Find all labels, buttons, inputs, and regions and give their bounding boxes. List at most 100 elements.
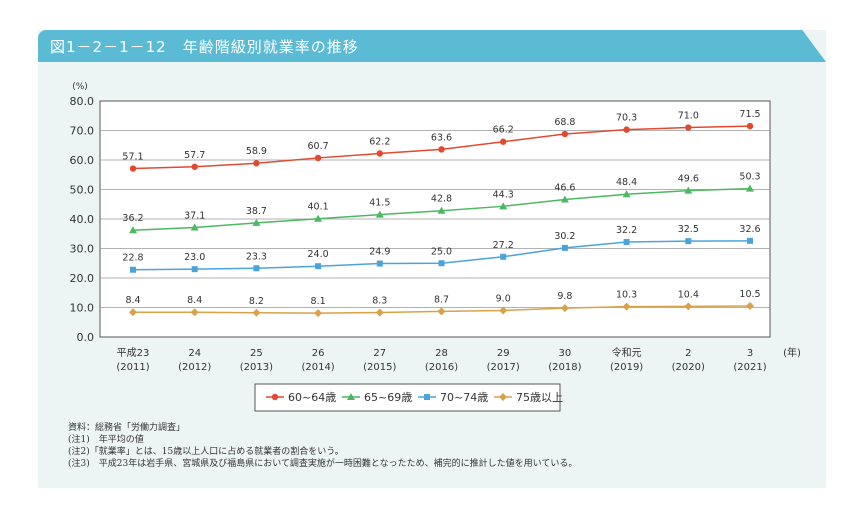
x-axis-unit: (年) <box>783 346 801 359</box>
x-tick-year: (2017) <box>487 362 520 373</box>
data-point <box>746 302 754 311</box>
x-tick-year: (2015) <box>363 362 396 373</box>
y-tick-label: 30.0 <box>70 243 95 256</box>
data-label: 8.1 <box>311 296 326 307</box>
y-tick-label: 70.0 <box>70 125 95 138</box>
data-label: 71.0 <box>678 111 699 122</box>
data-point <box>129 226 137 234</box>
legend-marker <box>424 394 430 400</box>
data-point <box>499 306 508 315</box>
figure-title: 図1－2－1－12 年齢階級別就業率の推移 <box>50 38 359 56</box>
data-label: 25.0 <box>431 246 452 257</box>
data-point <box>499 202 508 210</box>
data-point <box>500 253 507 260</box>
data-label: 8.2 <box>249 296 264 307</box>
x-tick-label: 3 <box>747 348 753 359</box>
x-tick-year: (2020) <box>672 362 705 373</box>
data-label: 8.7 <box>434 294 449 305</box>
data-point <box>375 210 384 218</box>
data-point <box>190 308 199 317</box>
data-point <box>747 237 753 244</box>
data-point <box>622 302 631 311</box>
data-point <box>314 154 322 162</box>
note-2: (注2)「就業率」とは、15歳以上人口に占める就業者の割合をいう。 <box>68 447 344 457</box>
x-tick-label: 30 <box>559 348 572 359</box>
data-point <box>500 138 507 145</box>
x-tick-year: (2012) <box>178 362 211 373</box>
data-label: 10.5 <box>739 289 760 300</box>
data-label: 24.9 <box>369 247 390 258</box>
data-label: 44.3 <box>493 189 514 200</box>
note-1: (注1) 年平均の値 <box>68 435 144 445</box>
y-tick-label: 10.0 <box>70 302 95 315</box>
data-label: 8.4 <box>125 295 140 306</box>
legend-label: 75歳以上 <box>516 391 563 404</box>
y-axis-unit: (%) <box>72 82 88 92</box>
data-label: 60.7 <box>308 141 329 152</box>
data-label: 32.6 <box>739 224 760 235</box>
x-tick-year: (2019) <box>610 362 643 373</box>
data-point <box>129 308 137 317</box>
data-label: 30.2 <box>554 231 575 242</box>
source-note: 資料：総務省「労働力調査」 <box>68 423 186 433</box>
data-label: 62.2 <box>369 137 390 148</box>
x-tick-label: 24 <box>188 348 201 359</box>
x-tick-label: 26 <box>312 348 325 359</box>
data-label: 49.6 <box>678 174 699 185</box>
legend-label: 65~69歳 <box>364 391 412 404</box>
data-point <box>746 122 754 130</box>
data-point <box>253 160 260 167</box>
data-point <box>746 184 754 192</box>
data-label: 48.4 <box>616 177 637 188</box>
data-point <box>560 195 569 203</box>
x-tick-label: 2 <box>685 348 691 359</box>
data-label: 57.1 <box>122 152 143 163</box>
data-point <box>376 260 383 267</box>
data-point <box>685 238 692 245</box>
data-label: 9.0 <box>496 293 511 304</box>
x-tick-label: 平成23 <box>117 347 150 359</box>
data-label: 8.4 <box>187 295 202 306</box>
x-tick-year: (2016) <box>425 362 458 373</box>
data-label: 57.7 <box>184 150 205 161</box>
data-point <box>191 163 198 170</box>
data-point <box>375 308 384 317</box>
data-point <box>561 244 568 251</box>
data-point <box>376 150 383 157</box>
note-3: (注3) 平成23年は岩手県、宮城県及び福島県において調査実施が一時困難となった… <box>68 459 578 469</box>
x-tick-label: 27 <box>373 348 386 359</box>
notes: 資料：総務省「労働力調査」 (注1) 年平均の値 (注2)「就業率」とは、15歳… <box>68 422 577 470</box>
y-tick-label: 50.0 <box>70 184 95 197</box>
data-label: 38.7 <box>246 206 267 217</box>
data-label: 58.9 <box>246 146 267 157</box>
y-tick-label: 60.0 <box>70 154 95 167</box>
x-tick-label: 29 <box>497 348 510 359</box>
x-tick-label: 28 <box>435 348 448 359</box>
data-point <box>438 260 445 267</box>
data-point <box>437 206 446 214</box>
data-label: 71.5 <box>739 109 760 120</box>
legend-marker <box>347 393 355 400</box>
data-label: 9.8 <box>557 291 572 302</box>
y-tick-label: 20.0 <box>70 272 95 285</box>
data-label: 46.6 <box>554 183 575 194</box>
data-label: 32.5 <box>678 224 699 235</box>
data-point <box>252 218 261 226</box>
figure-header: 図1－2－1－12 年齢階級別就業率の推移 <box>38 30 826 62</box>
y-tick-label: 0.0 <box>77 331 95 344</box>
data-point <box>130 266 136 273</box>
data-point <box>190 223 199 231</box>
legend-label: 60~64歳 <box>288 391 336 404</box>
data-label: 70.3 <box>616 113 637 124</box>
legend-label: 70~74歳 <box>440 391 488 404</box>
data-point <box>560 304 569 313</box>
data-point <box>437 307 446 316</box>
data-point <box>252 308 261 317</box>
legend-marker <box>499 393 507 401</box>
data-point <box>438 146 445 153</box>
data-label: 50.3 <box>739 172 760 183</box>
data-label: 68.8 <box>554 117 575 128</box>
data-label: 27.2 <box>493 240 514 251</box>
data-point <box>622 190 631 198</box>
